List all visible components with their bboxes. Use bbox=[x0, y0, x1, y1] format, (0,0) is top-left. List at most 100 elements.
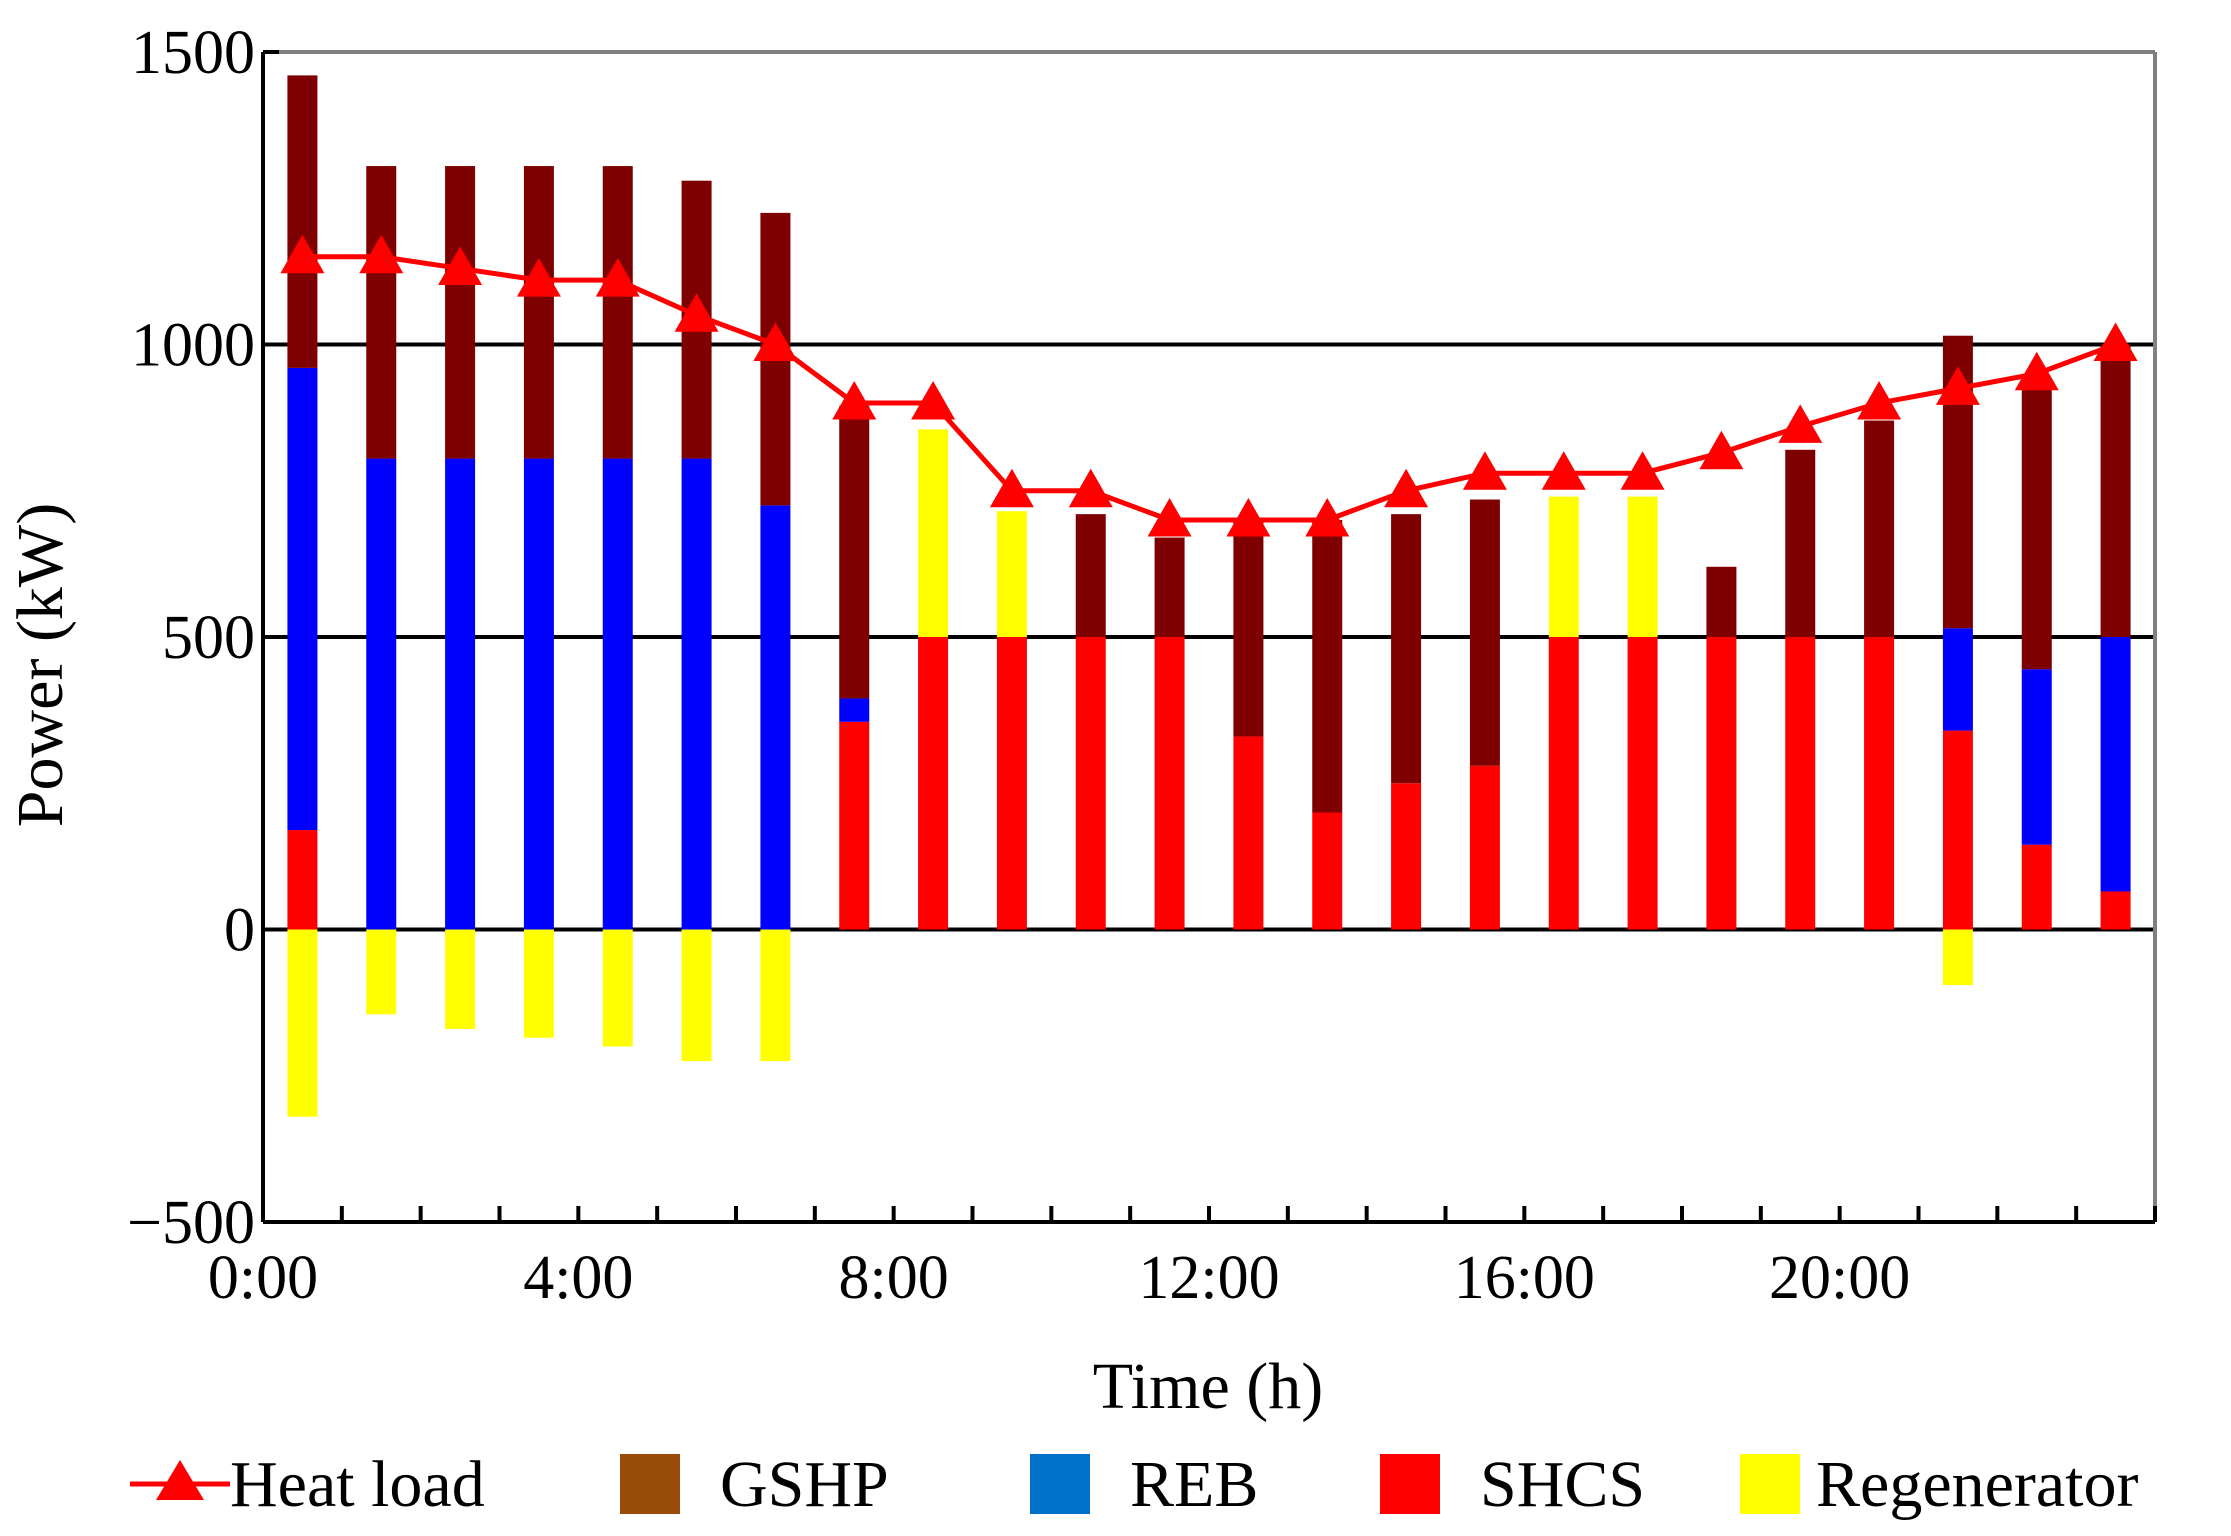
bar-gshp-23 bbox=[2100, 344, 2131, 637]
bar-shcs-7 bbox=[839, 721, 870, 930]
bar-gshp-4 bbox=[602, 166, 633, 459]
bar-reb-2 bbox=[445, 458, 476, 930]
heat-load-marker-18 bbox=[1699, 430, 1744, 470]
heat-load-marker-6 bbox=[753, 322, 798, 361]
bar-reb-6 bbox=[760, 505, 791, 930]
bar-shcs-17 bbox=[1627, 637, 1658, 930]
bar-shcs-18 bbox=[1706, 637, 1737, 930]
heat-load-marker-15 bbox=[1462, 451, 1507, 490]
bar-gshp-12 bbox=[1233, 520, 1264, 737]
legend-swatch-regenerator bbox=[1740, 1454, 1800, 1514]
bar-regenerator-17 bbox=[1627, 496, 1658, 637]
bar-gshp-14 bbox=[1391, 514, 1422, 784]
bar-shcs-20 bbox=[1864, 637, 1895, 930]
bar-reb-21 bbox=[1942, 628, 1973, 731]
bar-shcs-9 bbox=[996, 637, 1027, 930]
bar-shcs-11 bbox=[1154, 637, 1185, 930]
axes: −500 0 500 1000 1500 0:00 4:00 8:00 12:00 16:00 20… bbox=[127, 19, 2157, 1312]
y-tick-label: 1000 bbox=[131, 312, 255, 380]
legend-label-gshp: GSHP bbox=[720, 1448, 889, 1521]
x-tick-label: 8:00 bbox=[839, 1244, 949, 1312]
legend-label-reb: REB bbox=[1130, 1448, 1258, 1521]
bar-shcs-21 bbox=[1942, 730, 1973, 930]
heat-load-marker-3 bbox=[516, 258, 561, 297]
heat-load-marker-2 bbox=[438, 246, 483, 285]
bar-reb-22 bbox=[2021, 669, 2052, 845]
bar-shcs-8 bbox=[918, 637, 949, 930]
heat-load-marker-14 bbox=[1384, 468, 1429, 508]
bar-gshp-15 bbox=[1469, 499, 1500, 766]
heat-load-marker-21 bbox=[1935, 366, 1980, 405]
legend-label-regenerator: Regenerator bbox=[1816, 1448, 2139, 1521]
x-tick-label: 12:00 bbox=[1138, 1244, 1279, 1312]
bar-regenerator-5 bbox=[681, 929, 712, 1062]
legend-label-shcs: SHCS bbox=[1480, 1448, 1645, 1521]
bar-shcs-23 bbox=[2100, 891, 2131, 930]
legend-swatch-reb bbox=[1030, 1454, 1090, 1514]
legend-label-heat-load: Heat load bbox=[230, 1448, 485, 1521]
bar-shcs-22 bbox=[2021, 844, 2052, 930]
legend-heat-load-marker bbox=[156, 1460, 204, 1500]
heat-load-marker-17 bbox=[1620, 451, 1665, 490]
heat-load-marker-8 bbox=[911, 381, 956, 420]
x-tick-label: 20:00 bbox=[1769, 1244, 1910, 1312]
bar-regenerator-4 bbox=[602, 929, 633, 1047]
bar-gshp-11 bbox=[1154, 537, 1185, 637]
bar-reb-23 bbox=[2100, 637, 2131, 892]
heat-load-line bbox=[280, 234, 2138, 537]
heat-load-marker-20 bbox=[1857, 381, 1902, 420]
bar-regenerator-8 bbox=[918, 429, 949, 637]
gridlines bbox=[263, 342, 2155, 932]
x-tick-label: 0:00 bbox=[208, 1244, 318, 1312]
bar-reb-5 bbox=[681, 458, 712, 930]
bar-shcs-19 bbox=[1785, 637, 1816, 930]
bar-gshp-18 bbox=[1706, 566, 1737, 637]
bar-regenerator-6 bbox=[760, 929, 791, 1062]
bar-reb-1 bbox=[366, 458, 397, 930]
bar-regenerator-2 bbox=[445, 929, 476, 1029]
bar-gshp-13 bbox=[1312, 520, 1343, 813]
legend-swatch-shcs bbox=[1380, 1454, 1440, 1514]
x-tick-label: 16:00 bbox=[1454, 1244, 1595, 1312]
heat-load-marker-11 bbox=[1147, 498, 1192, 537]
y-tick-label: 0 bbox=[224, 897, 255, 965]
heat-load-marker-12 bbox=[1226, 498, 1271, 537]
bar-gshp-7 bbox=[839, 405, 870, 699]
heat-load-marker-5 bbox=[674, 293, 719, 332]
bar-gshp-1 bbox=[366, 166, 397, 459]
heat-load-marker-0 bbox=[280, 234, 325, 274]
bar-reb-3 bbox=[523, 458, 554, 930]
bar-reb-7 bbox=[839, 698, 870, 722]
bar-shcs-15 bbox=[1469, 765, 1500, 930]
bar-gshp-0 bbox=[287, 75, 318, 368]
y-tick-label: −500 bbox=[127, 1189, 255, 1257]
bar-shcs-16 bbox=[1548, 637, 1579, 930]
bar-gshp-20 bbox=[1864, 420, 1895, 637]
heat-load-marker-16 bbox=[1541, 451, 1586, 490]
bar-regenerator-16 bbox=[1548, 496, 1579, 637]
legend: Heat load GSHP REB SHCS Regenerator bbox=[130, 1448, 2139, 1521]
bar-shcs-14 bbox=[1391, 783, 1422, 930]
heat-load-marker-13 bbox=[1305, 498, 1350, 537]
bar-reb-4 bbox=[602, 458, 633, 930]
heat-load-marker-23 bbox=[2093, 322, 2138, 361]
heat-load-polyline bbox=[302, 254, 2117, 523]
y-axis-title: Power (kW) bbox=[4, 503, 77, 827]
heat-load-marker-10 bbox=[1068, 468, 1113, 508]
bar-shcs-13 bbox=[1312, 812, 1343, 930]
bar-reb-0 bbox=[287, 367, 318, 831]
legend-swatch-gshp bbox=[620, 1454, 680, 1514]
bar-gshp-19 bbox=[1785, 449, 1816, 637]
heat-load-marker-19 bbox=[1778, 404, 1823, 443]
bar-shcs-0 bbox=[287, 830, 318, 930]
bar-regenerator-0 bbox=[287, 929, 318, 1117]
bar-shcs-10 bbox=[1075, 637, 1106, 930]
heat-load-marker-22 bbox=[2014, 351, 2059, 391]
bar-regenerator-1 bbox=[366, 929, 397, 1015]
y-tick-label: 1500 bbox=[131, 19, 255, 87]
bars bbox=[287, 75, 2131, 1117]
y-tick-label: 500 bbox=[162, 604, 255, 672]
bar-shcs-12 bbox=[1233, 736, 1264, 930]
bar-gshp-22 bbox=[2021, 385, 2052, 670]
